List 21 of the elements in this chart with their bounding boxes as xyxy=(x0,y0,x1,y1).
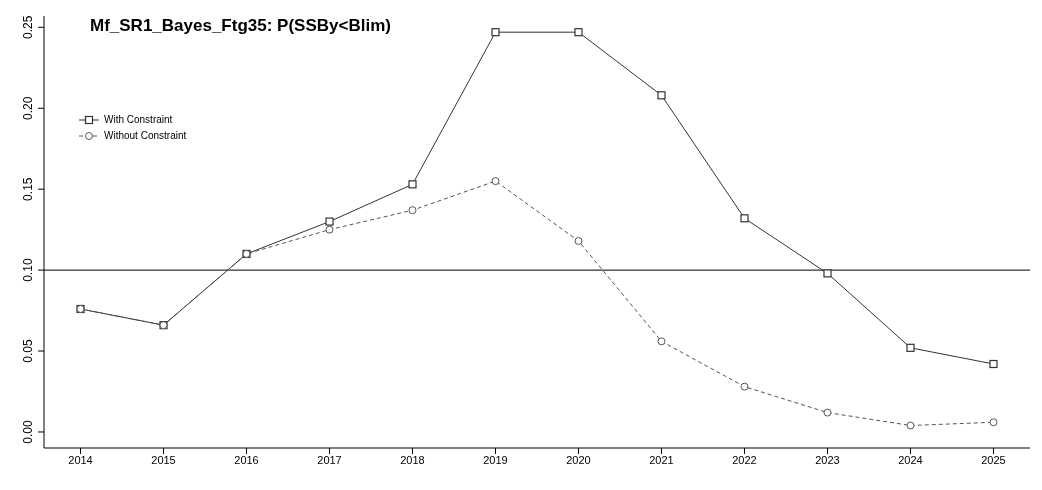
y-tick-label: 0.25 xyxy=(21,15,35,40)
x-tick-label: 2025 xyxy=(981,453,1006,466)
x-tick-label: 2017 xyxy=(317,453,342,466)
x-tick-label: 2018 xyxy=(400,453,425,466)
y-tick-label: 0.05 xyxy=(21,339,35,363)
y-tick-label: 0.10 xyxy=(21,258,35,282)
x-tick-label: 2021 xyxy=(649,453,674,466)
y-tick-label: 0.20 xyxy=(21,96,35,120)
x-tick-label: 2022 xyxy=(732,453,757,466)
x-tick-label: 2020 xyxy=(566,453,591,466)
legend-label: With Constraint xyxy=(104,113,173,127)
x-tick-label: 2024 xyxy=(898,453,923,466)
x-tick-label: 2014 xyxy=(68,453,93,466)
y-tick-label: 0.00 xyxy=(21,419,35,444)
x-tick-label: 2023 xyxy=(815,453,840,466)
x-tick-label: 2015 xyxy=(151,453,176,466)
y-tick-label: 0.15 xyxy=(21,177,35,201)
chart-title: Mf_SR1_Bayes_Ftg35: P(SSBy<Blim) xyxy=(90,16,391,36)
x-tick-label: 2016 xyxy=(234,453,259,466)
x-tick-label: 2019 xyxy=(483,453,508,466)
legend-label: Without Constraint xyxy=(104,129,187,143)
